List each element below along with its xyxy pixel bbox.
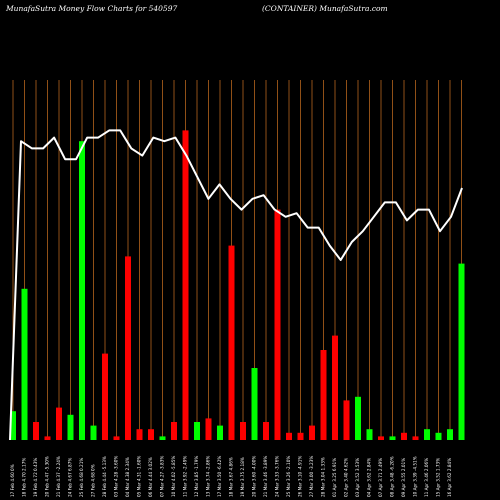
money-flow-bar — [274, 209, 281, 440]
x-tick-label: 17 Feb 4.60 0% — [10, 464, 15, 497]
money-flow-bar — [447, 429, 453, 440]
money-flow-bar — [10, 411, 16, 440]
money-flow-bar — [424, 429, 430, 440]
x-tick-label: 03 Apr 3.52 3.53% — [355, 458, 360, 497]
money-flow-bar — [240, 422, 246, 440]
x-tick-label: 07 Mar 4.27 -3.83% — [160, 456, 165, 497]
x-tick-label: 25 Feb 4.68 0.21% — [79, 458, 84, 497]
money-flow-bar — [297, 432, 304, 440]
x-tick-label: 12 Mar 3.85 -1.79% — [194, 456, 199, 497]
x-tick-label: 20 Feb 4.47 -5.30% — [45, 456, 50, 497]
x-tick-label: 13 Mar 3.74 -2.86% — [206, 456, 211, 497]
money-flow-bar — [102, 353, 108, 440]
x-tick-label: 01 Apr 3.25 6.91% — [332, 458, 337, 497]
x-tick-label: 19 Feb 4.72 0.43% — [33, 458, 38, 497]
money-flow-bar — [320, 350, 327, 440]
money-flow-bar — [435, 432, 442, 440]
x-tick-label: 27 Feb 4.68 0% — [91, 464, 96, 497]
money-flow-bar — [159, 436, 166, 440]
x-tick-label: 03 Mar 4.28 -3.60% — [114, 456, 119, 497]
money-flow-bar — [171, 422, 177, 440]
money-flow-bars — [10, 130, 465, 440]
money-flow-bar — [67, 414, 74, 440]
x-tick-label: 11 Mar 3.92 -2.49% — [183, 456, 188, 497]
x-tick-label: 04 Mar 4.38 2.34% — [125, 457, 130, 497]
x-tick-label: 28 Feb 4.44 -5.13% — [102, 456, 107, 497]
x-tick-label: 08 Apr 3.48 -6.20% — [390, 456, 395, 497]
x-tick-label: 20 Mar 3.60 -4.00% — [252, 456, 257, 497]
money-flow-bar — [136, 429, 143, 440]
x-tick-label: 10 Mar 4.02 -5.85% — [171, 456, 176, 497]
money-flow-bar — [194, 422, 200, 440]
money-flow-bar — [148, 429, 154, 440]
x-tick-label: 27 Mar 3.00 -3.23% — [309, 456, 314, 497]
x-tick-label: 10 Apr 3.39 -4.51% — [413, 456, 418, 497]
x-tick-label: 15 Apr 3.52 1.73% — [436, 458, 441, 497]
money-flow-bar — [113, 436, 120, 440]
chart-title: MunafaSutra Money Flow Charts for 540597 — [6, 4, 178, 13]
price-line-path — [9, 129, 463, 441]
money-flow-bar — [263, 422, 269, 440]
x-tick-label: 18 Mar 3.67 4.86% — [229, 457, 234, 497]
x-tick-label: 21 Feb 4.37 -2.24% — [56, 456, 61, 497]
x-tick-label: 21 Mar 3.46 -3.89% — [263, 456, 268, 497]
x-tick-label: 28 Mar 3.04 1.33% — [321, 457, 326, 497]
x-tick-label: 19 Mar 3.75 2.18% — [240, 457, 245, 497]
chart-subtitle: (CONTAINER) MunafaSutra.com — [262, 4, 388, 13]
money-flow-bar — [79, 141, 85, 440]
x-tick-label: 17 Mar 3.50 -6.42% — [217, 456, 222, 497]
x-tick-label: 02 Apr 3.40 4.62% — [344, 458, 349, 497]
x-tick-label: 05 Mar 4.31 -1.60% — [137, 456, 142, 497]
money-flow-bar — [332, 335, 338, 440]
money-flow-bar — [401, 432, 407, 440]
money-flow-bar — [309, 425, 315, 440]
money-flow-bar — [33, 422, 39, 440]
money-flow-bar — [125, 256, 131, 440]
x-tick-label: 18 Feb 4.70 2.17% — [22, 458, 27, 497]
money-flow-bar — [458, 263, 465, 440]
x-tick-label: 06 Mar 4.44 3.02% — [148, 457, 153, 497]
money-flow-bar — [205, 418, 212, 440]
x-tick-label: 24 Mar 3.33 -3.76% — [275, 456, 280, 497]
x-tick-label: 16 Apr 3.62 2.84% — [447, 458, 452, 497]
money-flow-bar — [228, 245, 235, 440]
money-flow-bar — [412, 436, 419, 440]
money-flow-bar — [286, 432, 292, 440]
money-flow-bar — [389, 436, 396, 440]
x-tick-label: 09 Apr 3.55 2.01% — [401, 458, 406, 497]
price-line — [9, 129, 463, 441]
money-flow-bar — [90, 425, 97, 440]
money-flow-bar — [21, 288, 28, 440]
money-flow-bar — [56, 407, 62, 440]
money-flow-bar — [217, 425, 223, 440]
x-axis-tick-labels: 17 Feb 4.60 0% 18 Feb 4.70 2.17% 19 Feb 4.… — [10, 456, 452, 497]
money-flow-bar — [182, 130, 189, 440]
x-tick-label: 11 Apr 3.46 2.06% — [424, 458, 429, 497]
x-tick-label: 04 Apr 3.62 2.84% — [367, 458, 372, 497]
x-tick-label: 24 Feb 4.67 6.87% — [68, 458, 73, 497]
x-tick-label: 26 Mar 3.10 -4.91% — [298, 456, 303, 497]
money-flow-bar — [251, 368, 258, 440]
money-flow-bar — [44, 436, 51, 440]
money-flow-bar — [343, 400, 350, 440]
money-flow-bar — [355, 396, 361, 440]
x-tick-label: 07 Apr 3.71 2.49% — [378, 458, 383, 497]
money-flow-bar — [378, 436, 384, 440]
x-tick-label: 25 Mar 3.26 -2.10% — [286, 456, 291, 497]
money-flow-bar — [366, 429, 373, 440]
